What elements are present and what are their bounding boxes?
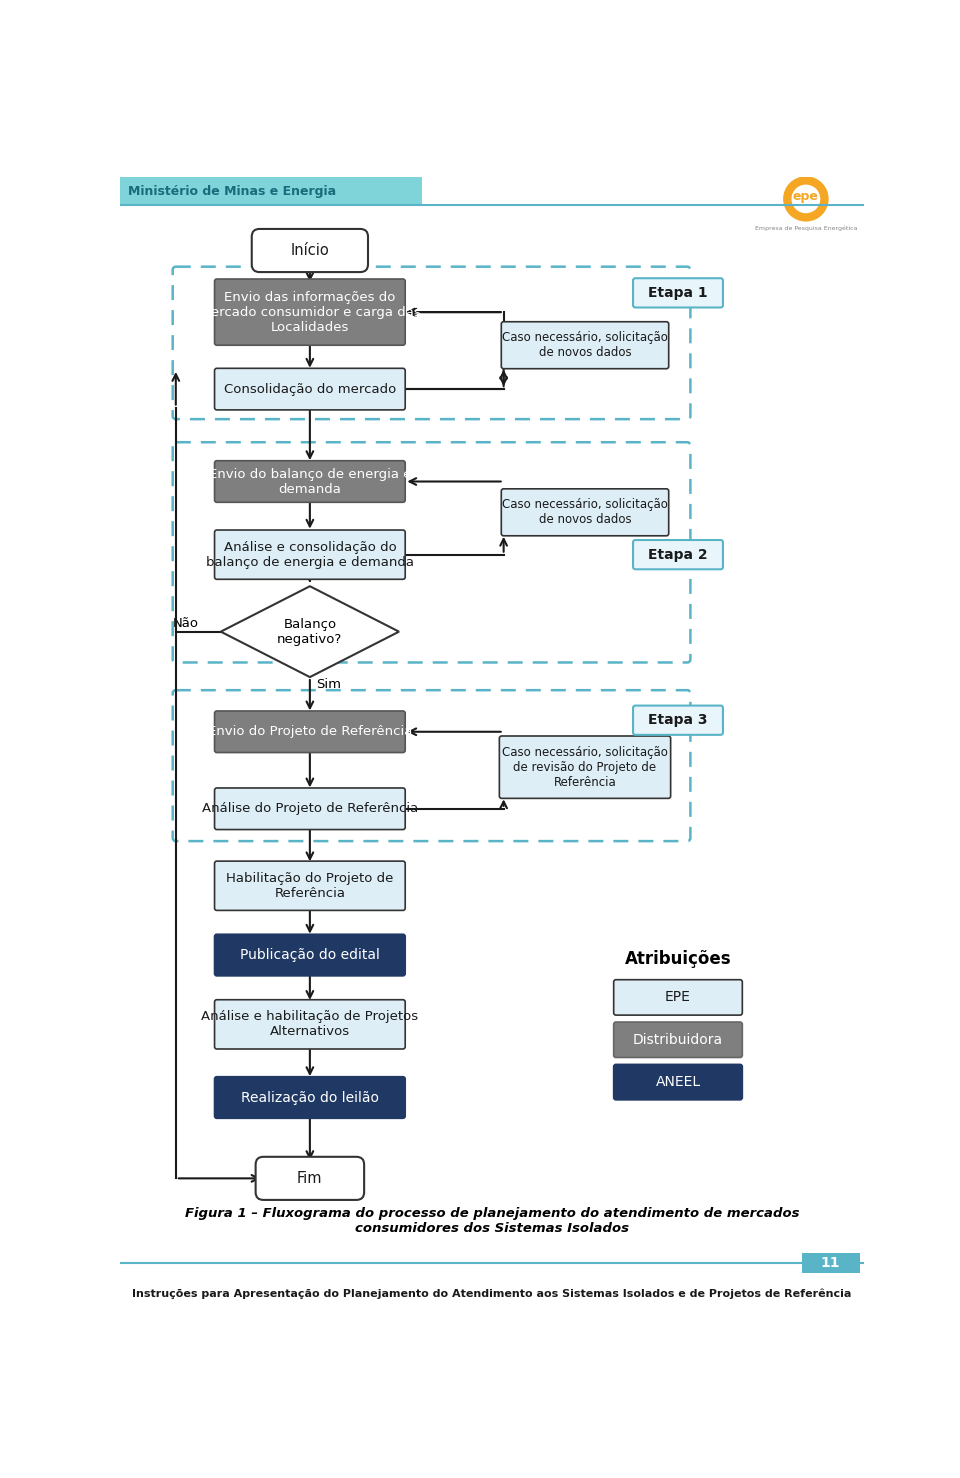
Text: EPE: EPE — [665, 990, 691, 1005]
FancyBboxPatch shape — [214, 788, 405, 829]
Text: Sim: Sim — [316, 677, 341, 690]
Text: Análise e consolidação do
balanço de energia e demanda: Análise e consolidação do balanço de ene… — [205, 541, 414, 569]
FancyBboxPatch shape — [501, 322, 669, 368]
Text: Início: Início — [291, 242, 329, 259]
Text: Envio do Projeto de Referência: Envio do Projeto de Referência — [207, 726, 412, 738]
FancyBboxPatch shape — [120, 177, 422, 205]
Text: ANEEL: ANEEL — [656, 1075, 701, 1089]
Text: 11: 11 — [821, 1256, 840, 1270]
Text: Etapa 3: Etapa 3 — [648, 714, 708, 727]
FancyBboxPatch shape — [214, 461, 405, 503]
Text: Etapa 1: Etapa 1 — [648, 285, 708, 300]
FancyBboxPatch shape — [214, 531, 405, 579]
Text: Caso necessário, solicitação
de novos dados: Caso necessário, solicitação de novos da… — [502, 498, 668, 526]
FancyBboxPatch shape — [633, 278, 723, 307]
FancyBboxPatch shape — [214, 862, 405, 910]
FancyBboxPatch shape — [214, 711, 405, 752]
Text: Instruções para Apresentação do Planejamento do Atendimento aos Sistemas Isolado: Instruções para Apresentação do Planejam… — [132, 1289, 852, 1299]
FancyBboxPatch shape — [214, 279, 405, 346]
Text: Envio do balanço de energia e
demanda: Envio do balanço de energia e demanda — [208, 467, 411, 495]
Text: Análise e habilitação de Projetos
Alternativos: Análise e habilitação de Projetos Altern… — [202, 1011, 419, 1039]
FancyBboxPatch shape — [802, 1253, 860, 1273]
Text: Caso necessário, solicitação
de revisão do Projeto de
Referência: Caso necessário, solicitação de revisão … — [502, 746, 668, 789]
Text: Etapa 2: Etapa 2 — [648, 548, 708, 562]
Polygon shape — [221, 587, 399, 677]
FancyBboxPatch shape — [499, 736, 671, 798]
Text: Publicação do edital: Publicação do edital — [240, 947, 380, 962]
Text: Balanço
negativo?: Balanço negativo? — [277, 618, 343, 646]
FancyBboxPatch shape — [613, 980, 742, 1015]
Text: Figura 1 – Fluxograma do processo de planejamento do atendimento de mercados
con: Figura 1 – Fluxograma do processo de pla… — [184, 1206, 800, 1234]
FancyBboxPatch shape — [214, 999, 405, 1049]
FancyBboxPatch shape — [214, 934, 405, 975]
FancyBboxPatch shape — [214, 1076, 405, 1119]
Text: Análise do Projeto de Referência: Análise do Projeto de Referência — [202, 803, 418, 816]
FancyBboxPatch shape — [214, 368, 405, 409]
FancyBboxPatch shape — [613, 1023, 742, 1057]
Text: Realização do leilão: Realização do leilão — [241, 1091, 379, 1104]
FancyBboxPatch shape — [252, 229, 368, 272]
Text: Distribuidora: Distribuidora — [633, 1033, 723, 1046]
Text: Empresa de Pesquisa Energética: Empresa de Pesquisa Energética — [755, 226, 857, 231]
Text: Consolidação do mercado: Consolidação do mercado — [224, 383, 396, 396]
Text: Atribuições: Atribuições — [625, 950, 732, 968]
Text: Habilitação do Projeto de
Referência: Habilitação do Projeto de Referência — [227, 872, 394, 900]
Text: Caso necessário, solicitação
de novos dados: Caso necessário, solicitação de novos da… — [502, 331, 668, 359]
Text: Não: Não — [173, 618, 199, 631]
FancyBboxPatch shape — [613, 1064, 742, 1100]
Text: Fim: Fim — [298, 1171, 323, 1185]
Text: epe: epe — [793, 191, 819, 202]
Text: Ministério de Minas e Energia: Ministério de Minas e Energia — [128, 185, 336, 198]
Text: Envio das informações do
mercado consumidor e carga das
Localidades: Envio das informações do mercado consumi… — [199, 291, 421, 334]
FancyBboxPatch shape — [633, 705, 723, 735]
FancyBboxPatch shape — [633, 539, 723, 569]
FancyBboxPatch shape — [255, 1157, 364, 1200]
FancyBboxPatch shape — [501, 489, 669, 537]
